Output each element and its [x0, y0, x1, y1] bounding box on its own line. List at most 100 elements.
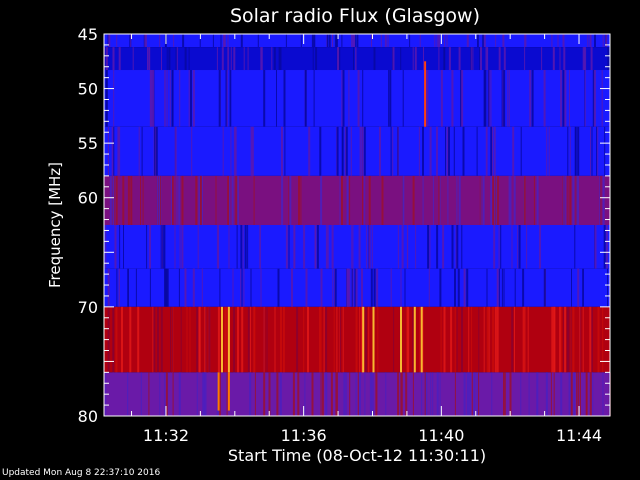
- spectrogram-streak: [400, 268, 402, 307]
- spectrogram-streak: [105, 70, 107, 127]
- spectrogram-streak: [226, 372, 228, 416]
- spectrogram-streak: [468, 306, 470, 373]
- spectrogram-streak: [599, 175, 601, 225]
- spectrogram-streak: [373, 47, 376, 71]
- spectrogram-streak: [520, 126, 522, 176]
- spectrogram-streak: [303, 306, 305, 373]
- spectrogram-streak: [456, 306, 458, 373]
- spectrogram-streak: [362, 70, 364, 127]
- spectrogram-streak: [312, 34, 315, 48]
- spectrogram-streak: [529, 70, 532, 127]
- spectrogram-streak: [253, 175, 255, 225]
- spectrogram-streak: [232, 268, 234, 307]
- spectrogram-streak: [208, 306, 211, 373]
- spectrogram-streak: [359, 306, 361, 373]
- chart-title: Solar radio Flux (Glasgow): [230, 5, 480, 27]
- spectrogram-streak: [569, 175, 572, 225]
- spectrogram-streak: [165, 268, 168, 307]
- spectrogram-streak: [507, 70, 509, 127]
- spectrogram-streak: [605, 225, 608, 269]
- spectrogram-streak: [284, 126, 286, 176]
- spectrogram-streak: [228, 47, 230, 71]
- spectrogram-streak: [576, 175, 579, 225]
- spectrogram-streak: [402, 175, 405, 225]
- spectrogram-streak: [244, 225, 247, 269]
- spectrogram-streak: [483, 34, 486, 48]
- spectrogram-streak: [564, 70, 567, 127]
- spectrogram-streak: [249, 372, 252, 416]
- spectrogram-streak: [179, 70, 181, 127]
- spectrogram-streak: [218, 372, 221, 416]
- spectrogram-streak: [236, 225, 238, 269]
- spectrogram-streak: [527, 306, 529, 373]
- y-tick-label: 80: [78, 407, 98, 426]
- spectrogram-streak: [585, 372, 587, 416]
- spectrogram-streak: [421, 372, 423, 416]
- spectrogram-streak: [263, 306, 265, 373]
- spectrogram-streak: [477, 34, 479, 48]
- spectrogram-streak: [377, 306, 379, 373]
- spectrogram-streak: [350, 126, 352, 176]
- spectrogram-streak: [174, 225, 176, 269]
- spectrogram-streak: [112, 306, 115, 373]
- spectrogram-streak: [160, 175, 162, 225]
- spectrogram-streak: [304, 372, 306, 416]
- spectrogram-streak: [528, 372, 530, 416]
- spectrogram-streak: [130, 175, 133, 225]
- spectrogram-streak: [415, 225, 417, 269]
- spectrogram-streak: [430, 372, 432, 416]
- spectrogram-streak: [336, 126, 339, 176]
- spectrogram-streak: [470, 47, 472, 71]
- spectrogram-streak: [414, 47, 417, 71]
- spectrogram-streak: [450, 306, 453, 373]
- spectrogram-streak: [539, 225, 541, 269]
- spectrogram-streak: [181, 175, 184, 225]
- spectrogram-streak: [513, 175, 516, 225]
- spectrogram-streak: [590, 126, 591, 176]
- spectrogram-streak: [291, 268, 293, 307]
- spectrogram-streak: [563, 47, 566, 71]
- spectrogram-streak: [163, 225, 166, 269]
- spectrogram-streak: [493, 225, 496, 269]
- spectrogram-streak: [217, 306, 220, 373]
- spectrogram-streak: [321, 372, 324, 416]
- spectrogram-streak: [112, 47, 115, 71]
- spectrogram-streak: [428, 268, 430, 307]
- spectrogram-streak: [392, 47, 395, 71]
- spectrogram-streak: [446, 126, 449, 176]
- spectrogram-streak: [166, 268, 169, 307]
- y-tick-label: 55: [78, 134, 98, 153]
- spectrogram-streak: [348, 70, 350, 127]
- spectrogram-streak: [600, 175, 602, 225]
- spectrogram-streak: [503, 47, 506, 71]
- spectrogram-streak: [424, 372, 426, 416]
- spectrogram-streak: [276, 70, 277, 127]
- spectrogram-streak: [216, 47, 218, 71]
- spectrogram-streak: [241, 306, 244, 373]
- spectrogram-streak: [198, 306, 201, 373]
- spectrogram-streak: [494, 306, 497, 373]
- spectrogram-streak: [560, 70, 562, 127]
- spectrogram-streak: [234, 126, 237, 176]
- y-tick-label: 45: [78, 25, 98, 44]
- spectrogram-streak: [129, 306, 132, 373]
- burst-streak: [221, 306, 223, 373]
- spectrogram-streak: [553, 372, 555, 416]
- spectrogram-streak: [490, 70, 492, 127]
- spectrogram-streak: [577, 372, 580, 416]
- spectrogram-streak: [345, 372, 347, 416]
- spectrogram-streak: [154, 126, 157, 176]
- spectrogram-streak: [241, 268, 243, 307]
- spectrogram-streak: [602, 175, 605, 225]
- spectrogram-streak: [582, 306, 584, 373]
- spectrogram-streak: [201, 268, 203, 307]
- spectrogram-streak: [524, 34, 527, 48]
- spectrogram-streak: [135, 268, 137, 307]
- spectrogram-streak: [510, 175, 512, 225]
- spectrogram-streak: [191, 126, 193, 176]
- spectrogram-streak: [543, 268, 546, 307]
- spectrogram-streak: [281, 126, 283, 176]
- spectrogram-streak: [590, 47, 593, 71]
- spectrogram-streak: [436, 225, 439, 269]
- spectrogram-streak: [192, 268, 195, 307]
